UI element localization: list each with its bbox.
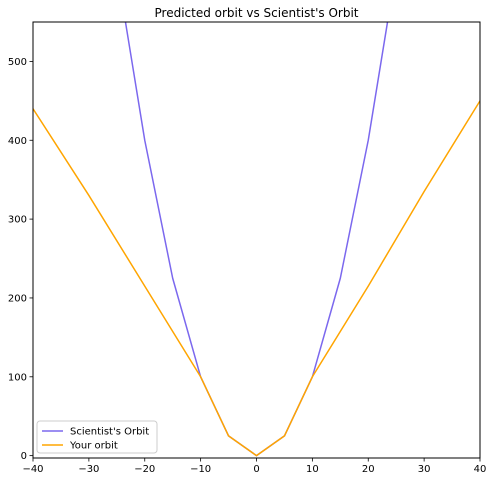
- series-line-scientist-s-orbit: [124, 22, 389, 457]
- y-tick-label: 500: [8, 57, 27, 68]
- y-tick-label: 200: [8, 293, 27, 304]
- legend-label: Scientist's Orbit: [70, 427, 149, 438]
- legend: Scientist's Orbit Your orbit: [36, 420, 158, 454]
- legend-label: Your orbit: [69, 441, 118, 452]
- x-axis: −40 −30 −20 −10 0 10 20 30 40: [22, 458, 486, 475]
- x-tick-label: −30: [78, 464, 99, 475]
- y-tick-label: 300: [8, 215, 27, 226]
- series-line-your-orbit: [33, 100, 480, 457]
- plot-frame: [32, 21, 481, 459]
- x-tick-label: −10: [190, 464, 211, 475]
- y-tick-label: 0: [21, 451, 27, 462]
- y-axis: 0 100 200 300 400 500: [8, 57, 33, 462]
- series-group: [33, 22, 480, 457]
- x-tick-label: 10: [306, 464, 319, 475]
- chart-title: Predicted orbit vs Scientist's Orbit: [155, 6, 359, 20]
- x-tick-label: 30: [418, 464, 431, 475]
- x-tick-label: 20: [362, 464, 375, 475]
- x-tick-label: 40: [474, 464, 487, 475]
- x-tick-label: −40: [22, 464, 43, 475]
- y-tick-label: 100: [8, 372, 27, 383]
- legend-box: [36, 420, 158, 454]
- x-tick-label: −20: [134, 464, 155, 475]
- x-tick-label: 0: [253, 464, 259, 475]
- y-tick-label: 400: [8, 136, 27, 147]
